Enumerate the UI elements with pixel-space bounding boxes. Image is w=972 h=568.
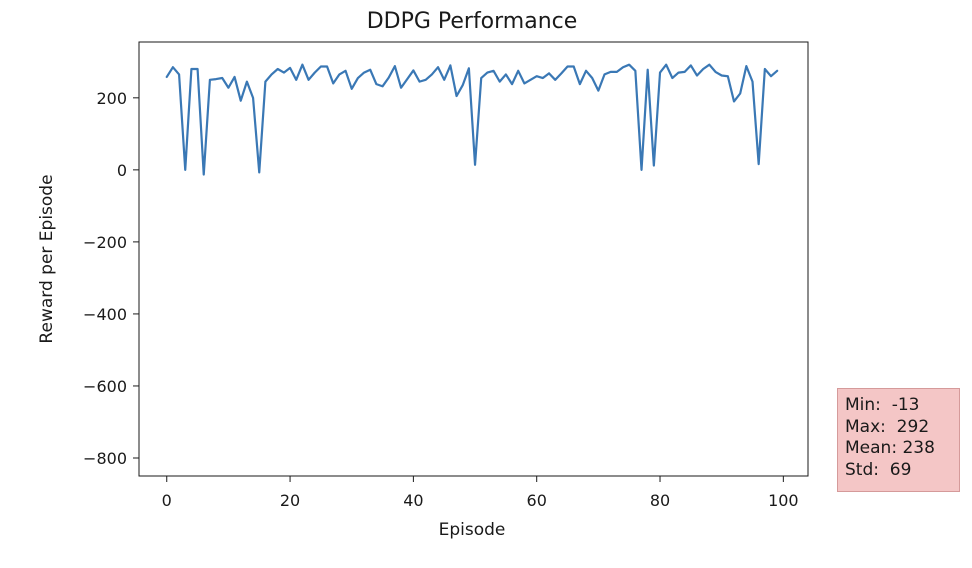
stats-box: Min: -13 Max: 292 Mean: 238 Std: 69 (837, 388, 960, 492)
stats-mean: Mean: 238 (845, 438, 935, 458)
x-tick-label: 80 (650, 491, 670, 510)
y-tick-label: −400 (83, 305, 127, 324)
x-tick-label: 40 (403, 491, 423, 510)
stats-min: Min: -13 (845, 395, 920, 415)
y-tick-label: 200 (96, 89, 127, 108)
stats-max: Max: 292 (845, 416, 930, 437)
series-line (165, 63, 779, 176)
x-axis-label: Episode (439, 520, 506, 540)
y-tick-label: −200 (83, 233, 127, 252)
x-tick-label: 20 (280, 491, 300, 510)
x-tick-label: 100 (768, 491, 799, 510)
chart-title: DDPG Performance (367, 9, 578, 34)
plot-frame (138, 41, 809, 477)
stats-std: Std: 69 (845, 459, 912, 480)
plot-background (139, 42, 808, 476)
y-tick-label: 0 (117, 161, 127, 180)
y-axis-label: Reward per Episode (37, 174, 57, 343)
x-tick-label: 0 (162, 491, 172, 510)
y-tick-label: −600 (83, 377, 127, 396)
y-tick-label: −800 (83, 449, 127, 468)
x-tick-label: 60 (527, 491, 547, 510)
plot-area: 0 20 40 60 80 100 200 0 −200 −400 −600 −800 (83, 41, 809, 510)
